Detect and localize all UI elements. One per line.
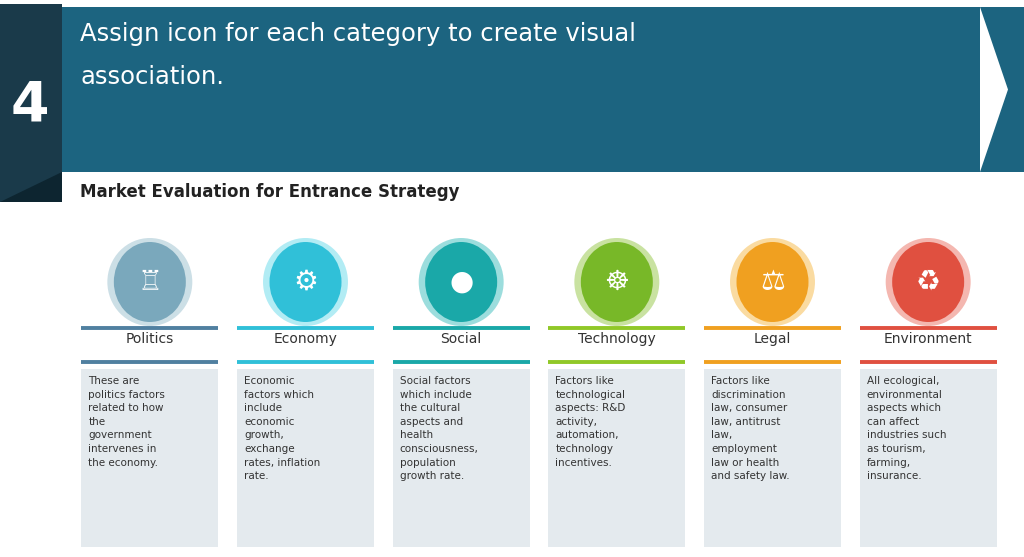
Text: Economic
factors which
include
economic
growth,
exchange
rates, inflation
rate.: Economic factors which include economic … — [244, 376, 321, 481]
FancyBboxPatch shape — [860, 369, 996, 547]
Text: ⚙: ⚙ — [293, 268, 317, 296]
FancyBboxPatch shape — [60, 7, 980, 172]
Text: Market Evaluation for Entrance Strategy: Market Evaluation for Entrance Strategy — [80, 183, 460, 201]
Ellipse shape — [108, 238, 193, 326]
Text: All ecological,
environmental
aspects which
can affect
industries such
as touris: All ecological, environmental aspects wh… — [866, 376, 946, 481]
Polygon shape — [980, 7, 1024, 172]
Text: ⚖: ⚖ — [760, 268, 785, 296]
FancyBboxPatch shape — [392, 369, 529, 547]
Text: Legal: Legal — [754, 332, 792, 346]
Text: Technology: Technology — [578, 332, 655, 346]
FancyBboxPatch shape — [705, 369, 841, 547]
Text: 4: 4 — [10, 78, 49, 132]
Polygon shape — [980, 7, 1008, 172]
Text: ●: ● — [450, 268, 473, 296]
Text: ♻: ♻ — [915, 268, 941, 296]
FancyBboxPatch shape — [0, 4, 62, 202]
Text: Factors like
discrimination
law, consumer
law, antitrust
law,
employment
law or : Factors like discrimination law, consume… — [711, 376, 790, 481]
Ellipse shape — [574, 238, 659, 326]
Text: Assign icon for each category to create visual: Assign icon for each category to create … — [80, 22, 636, 46]
Text: Environment: Environment — [884, 332, 973, 346]
Ellipse shape — [892, 242, 965, 322]
Ellipse shape — [425, 242, 498, 322]
Ellipse shape — [730, 238, 815, 326]
Polygon shape — [0, 172, 62, 202]
Text: association.: association. — [80, 65, 224, 89]
Text: Factors like
technological
aspects: R&D
activity,
automation,
technology
incenti: Factors like technological aspects: R&D … — [555, 376, 626, 467]
Text: Economy: Economy — [273, 332, 338, 346]
Ellipse shape — [581, 242, 653, 322]
FancyBboxPatch shape — [548, 369, 685, 547]
Text: ♖: ♖ — [137, 268, 162, 296]
Text: Social factors
which include
the cultural
aspects and
health
consciousness,
popu: Social factors which include the cultura… — [399, 376, 478, 481]
Ellipse shape — [269, 242, 341, 322]
FancyBboxPatch shape — [980, 7, 1024, 172]
Ellipse shape — [736, 242, 809, 322]
Text: Politics: Politics — [126, 332, 174, 346]
FancyBboxPatch shape — [237, 369, 374, 547]
Text: These are
politics factors
related to how
the
government
intervenes in
the econo: These are politics factors related to ho… — [88, 376, 165, 467]
Ellipse shape — [886, 238, 971, 326]
FancyBboxPatch shape — [81, 369, 218, 547]
Ellipse shape — [114, 242, 185, 322]
Text: ☸: ☸ — [604, 268, 630, 296]
Ellipse shape — [263, 238, 348, 326]
Ellipse shape — [419, 238, 504, 326]
Text: Social: Social — [440, 332, 481, 346]
